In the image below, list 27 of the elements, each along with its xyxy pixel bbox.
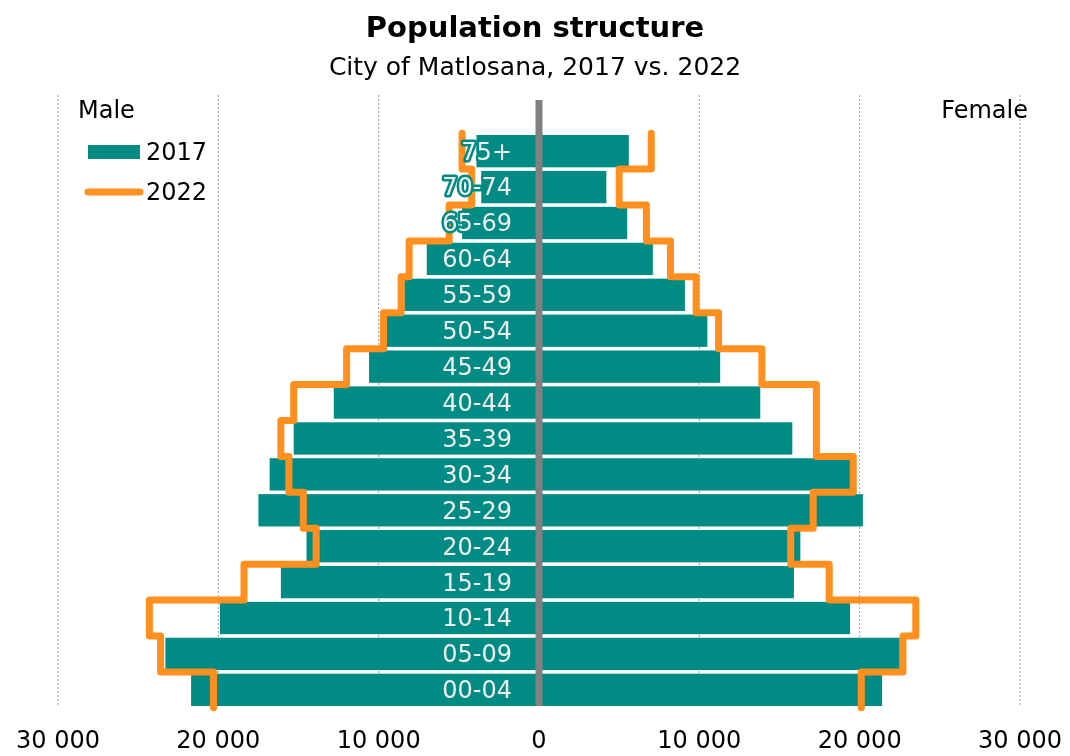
- y-tick-label: 25-29: [442, 496, 512, 525]
- x-tick-label: 10 000: [657, 726, 742, 754]
- chart-subtitle: City of Matlosana, 2017 vs. 2022: [328, 52, 742, 81]
- y-tick-label: 10-14: [442, 604, 512, 633]
- chart-title: Population structure: [365, 10, 705, 44]
- y-tick-label: 15-19: [442, 568, 512, 597]
- y-tick-label: 70-74: [442, 173, 512, 202]
- legend-label: 2022: [146, 178, 208, 207]
- legend-label: 2017: [146, 138, 208, 167]
- y-tick-label: 00-04: [442, 676, 512, 705]
- y-tick-label: 60-64: [442, 245, 512, 274]
- y-tick-label: 30-34: [442, 460, 512, 489]
- y-tick-label: 05-09: [442, 640, 512, 669]
- y-tick-label: 35-39: [442, 424, 512, 453]
- y-tick-label: 20-24: [442, 532, 512, 561]
- y-tick-label: 50-54: [442, 317, 512, 346]
- x-tick-label: 20 000: [176, 726, 261, 754]
- x-tick-label: 30 000: [16, 726, 100, 754]
- x-tick-label: 10 000: [336, 726, 421, 754]
- x-tick-label: 0: [531, 726, 547, 754]
- x-tick-label: 20 000: [817, 726, 902, 754]
- text: Female: [941, 96, 1028, 124]
- text: Male: [78, 96, 135, 124]
- x-tick-label: 30 000: [978, 726, 1062, 754]
- y-tick-label: 40-44: [442, 388, 512, 417]
- y-tick-label: 55-59: [442, 281, 512, 310]
- y-tick-label: 45-49: [442, 353, 512, 382]
